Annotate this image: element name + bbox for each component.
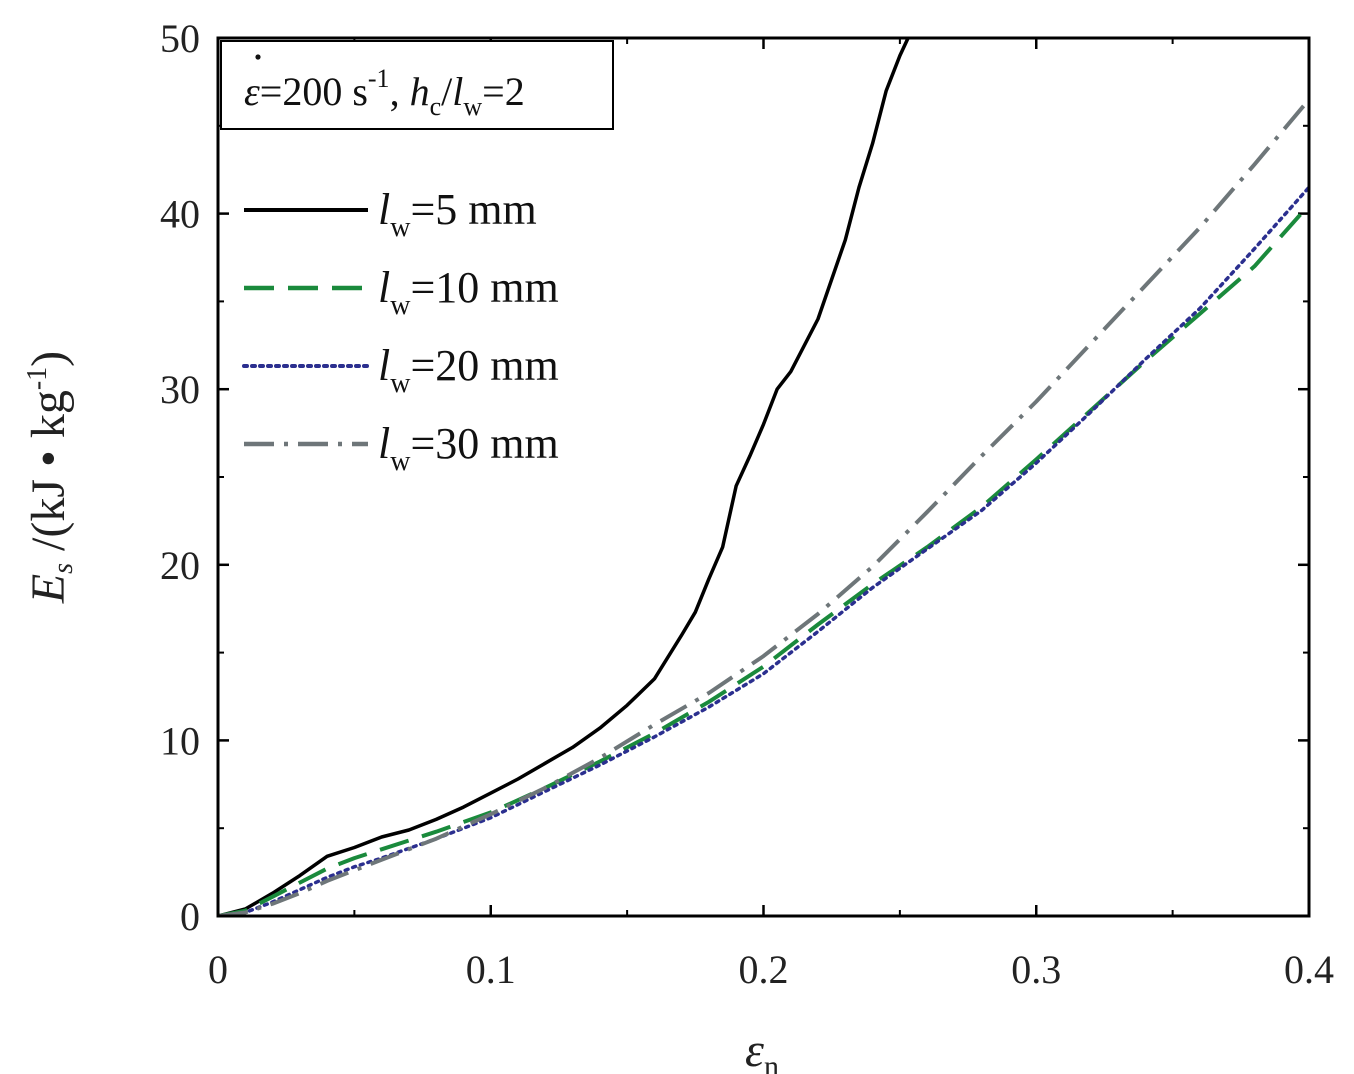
annotation-frame — [220, 40, 614, 130]
y-axis-subscript: s — [48, 563, 79, 574]
x-tick-label: 0.1 — [466, 947, 516, 992]
x-tick-label: 0.2 — [739, 947, 789, 992]
legend: lw=5 mm lw=10 mm lw=20 mm lw=30 mm — [242, 185, 559, 477]
annotation-sep: , — [390, 69, 410, 114]
legend-label-4: lw=30 mm — [378, 419, 559, 477]
annotation-text: ε=200 s-1, hc/lw=2 — [244, 64, 525, 121]
annotation-ratio-value: =2 — [482, 69, 525, 114]
series-layer — [218, 38, 1309, 916]
rate-dot — [255, 54, 261, 60]
x-axis-symbol: ε — [745, 1024, 764, 1074]
y-tick-label: 40 — [160, 192, 200, 237]
plot-frame — [216, 36, 1311, 918]
annotation-rate-symbol: ε — [244, 69, 260, 114]
y-axis-units-suffix: ) — [22, 351, 75, 367]
annotation-rate-exp: -1 — [368, 64, 390, 93]
annotation-ratio-num-sub: c — [430, 92, 442, 121]
y-tick-label: 10 — [160, 718, 200, 763]
x-tick-label: 0.4 — [1284, 947, 1334, 992]
annotation-ratio-den-sub: w — [463, 92, 482, 121]
y-axis-label: Es /(kJ • kg-1) — [22, 351, 79, 604]
y-tick-label: 50 — [160, 16, 200, 61]
series-line-3 — [218, 185, 1309, 916]
y-axis-units-prefix: /(kJ • kg — [22, 390, 75, 563]
axis-ticks — [216, 36, 1311, 918]
annotation-ratio-slash: / — [441, 69, 453, 114]
y-tick-label: 30 — [160, 367, 200, 412]
y-axis-units-exp: -1 — [22, 367, 53, 390]
y-tick-label: 20 — [160, 543, 200, 588]
x-tick-label: 0 — [208, 947, 228, 992]
x-axis-subscript: n — [764, 1050, 779, 1074]
x-axis-label: εn — [745, 1024, 779, 1074]
annotation-ratio-den: l — [452, 69, 463, 114]
series-line-1 — [218, 38, 910, 916]
legend-label-2: lw=10 mm — [378, 263, 559, 321]
annotation-ratio-num: h — [410, 69, 430, 114]
y-tick-label: 0 — [180, 894, 200, 939]
annotation-rate-value: =200 s — [260, 69, 368, 114]
x-tick-label: 0.3 — [1011, 947, 1061, 992]
tick-labels: 0 0.1 0.2 0.3 0.4 0 10 20 30 40 50 — [160, 16, 1334, 992]
legend-label-1: lw=5 mm — [378, 185, 537, 243]
legend-label-3: lw=20 mm — [378, 341, 559, 399]
series-line-4 — [218, 98, 1309, 916]
y-axis-symbol: E — [22, 574, 75, 604]
annotation-box: ε=200 s-1, hc/lw=2 — [220, 40, 614, 130]
